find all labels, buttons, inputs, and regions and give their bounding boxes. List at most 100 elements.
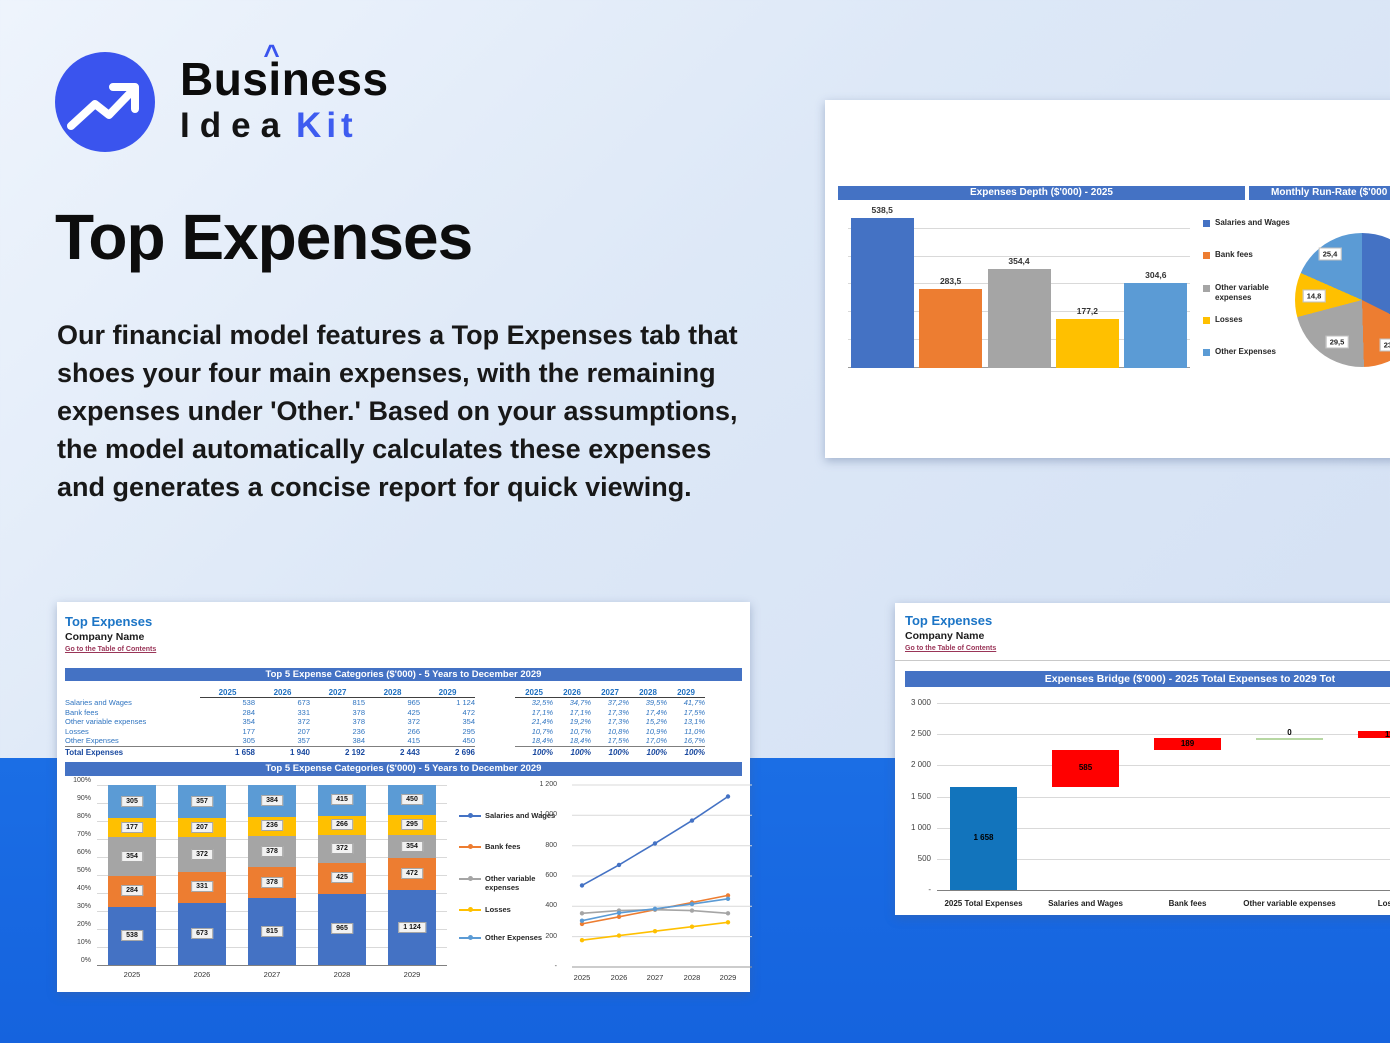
bar <box>919 289 983 368</box>
legend-line-dot <box>468 907 473 912</box>
total-cell: 100% <box>684 747 705 757</box>
segment-data-label: 177 <box>121 821 143 833</box>
data-point-marker <box>689 818 695 823</box>
grid-line <box>937 734 1390 736</box>
table-row: Losses 177 207 236 266 295 <box>65 727 475 737</box>
cell: 673 <box>297 698 310 708</box>
cell: 10,8% <box>607 726 629 736</box>
cell: 354 <box>242 717 255 727</box>
grid-line <box>937 703 1390 704</box>
cell: 10,9% <box>645 726 667 736</box>
cell: 354 <box>462 717 475 727</box>
data-point-marker <box>652 906 658 911</box>
legend-item: Losses <box>459 905 557 915</box>
segment-data-label: 295 <box>401 818 423 830</box>
x-tick-label: 2025 <box>123 970 141 979</box>
cell: 37,2% <box>607 698 629 708</box>
cell: 32,5% <box>531 698 553 708</box>
data-point-marker <box>616 910 622 916</box>
y-tick-label: 2 500 <box>910 729 931 739</box>
grid-line <box>848 255 1190 257</box>
legend-line-marker <box>459 842 481 852</box>
y-tick-label: 90% <box>76 795 91 802</box>
top5-line-chart <box>572 784 752 968</box>
sheet-title: Top Expenses <box>65 614 153 629</box>
sheet-title: Top Expenses <box>905 613 993 628</box>
segment-data-label: 372 <box>191 848 213 860</box>
year-header-cell: 2025 <box>218 688 237 697</box>
year-header-cell: 2028 <box>639 688 657 697</box>
x-tick-label: Bank fees <box>1168 899 1207 908</box>
legend-swatch <box>1203 252 1210 259</box>
table-of-contents-link[interactable]: Go to the Table of Contents <box>905 645 997 652</box>
cell: 39,5% <box>645 698 667 708</box>
total-cell: 1 940 <box>289 747 310 757</box>
expenses-bridge-card: Top Expenses Company Name Go to the Tabl… <box>895 603 1390 915</box>
logo-wordmark: Bus ^ iness Idea Kit <box>180 41 389 145</box>
year-header-cell: 2029 <box>677 688 695 697</box>
x-tick-label: Salaries and Wages <box>1048 899 1123 908</box>
cell: 21,4% <box>531 717 553 727</box>
segment-data-label: 236 <box>261 820 283 832</box>
data-point-marker <box>652 929 658 934</box>
line-series <box>581 795 729 887</box>
segment-data-label: 354 <box>121 850 143 862</box>
logo-caret: ^ <box>263 39 281 70</box>
cell: 284 <box>242 707 255 717</box>
cell: 17,1% <box>569 707 591 717</box>
table-row: Other Expenses 305 357 384 415 450 <box>65 736 475 747</box>
data-label: 585 <box>1078 763 1093 773</box>
total-cell: 1 658 <box>234 747 255 757</box>
logo-i-wrap: ^ i <box>263 41 281 103</box>
data-label: 189 <box>1180 739 1195 749</box>
expenses-bridge-waterfall-chart: 3 000 2 500 2 000 1 500 1 000 500 - 1 658 2025 T… <box>895 603 1390 915</box>
top5-sheet-card: Top Expenses Company Name Go to the Tabl… <box>57 602 752 992</box>
y-tick-label: 80% <box>76 813 91 820</box>
year-header-cell: 2029 <box>438 688 457 697</box>
cell: 372 <box>407 717 420 727</box>
bar <box>1055 318 1119 368</box>
cell: 17,5% <box>683 707 705 717</box>
x-tick-label: 2026 <box>193 970 211 979</box>
x-tick-label: 2028 <box>333 970 351 979</box>
cell: 450 <box>462 736 475 746</box>
table-year-header-row: 2025 2026 2027 2028 2029 <box>65 686 475 698</box>
logo-mark <box>55 52 155 152</box>
logo-word-idea: Idea <box>180 106 291 145</box>
y-tick-label: 20% <box>76 921 91 928</box>
cell: 17,3% <box>607 707 629 717</box>
total-cell: 2 192 <box>344 747 365 757</box>
grid-line <box>848 227 1190 229</box>
cell: 538 <box>242 698 255 708</box>
cell: 425 <box>407 707 420 717</box>
table-of-contents-link[interactable]: Go to the Table of Contents <box>65 646 157 653</box>
segment-data-label: 450 <box>401 794 423 805</box>
segment-data-label: 378 <box>261 876 283 888</box>
legend-item: Salaries and Wages <box>1203 218 1303 228</box>
legend-line-dot <box>468 813 473 818</box>
table-year-header-row: 2025 2026 2027 2028 2029 <box>515 686 705 698</box>
grid-line <box>97 965 447 966</box>
legend-item: Losses <box>1203 315 1303 325</box>
cell: 815 <box>352 698 365 708</box>
total-cell: 2 696 <box>454 747 475 757</box>
cell: 18,4% <box>569 736 591 746</box>
y-tick-label: - <box>554 963 557 970</box>
data-point-marker <box>616 862 622 868</box>
top5-values-table: 2025 2026 2027 2028 2029 Salaries and Wages 53… <box>65 686 475 758</box>
grid-line <box>937 796 1390 798</box>
data-point-marker <box>689 924 695 929</box>
y-tick-label: 30% <box>76 903 91 910</box>
table-row: Salaries and Wages 538 673 815 965 1 124 <box>65 698 475 708</box>
legend-line-dot <box>468 876 473 881</box>
legend-label: Salaries and Wages <box>485 811 556 820</box>
legend-item: Bank fees <box>1203 250 1303 260</box>
cell: 17,1% <box>531 707 553 717</box>
row-label: Salaries and Wages <box>65 698 132 708</box>
y-tick-label: 600 <box>545 872 557 879</box>
legend-label: Other Expenses <box>1215 347 1276 356</box>
top5-stacked-bar-chart: 538 284 354 177 305 673 331 372 207 357 815 378 378 2… <box>97 785 447 966</box>
x-tick-label: 2027 <box>646 973 664 982</box>
legend-label: Bank fees <box>1215 250 1253 259</box>
data-point-marker <box>616 933 622 938</box>
